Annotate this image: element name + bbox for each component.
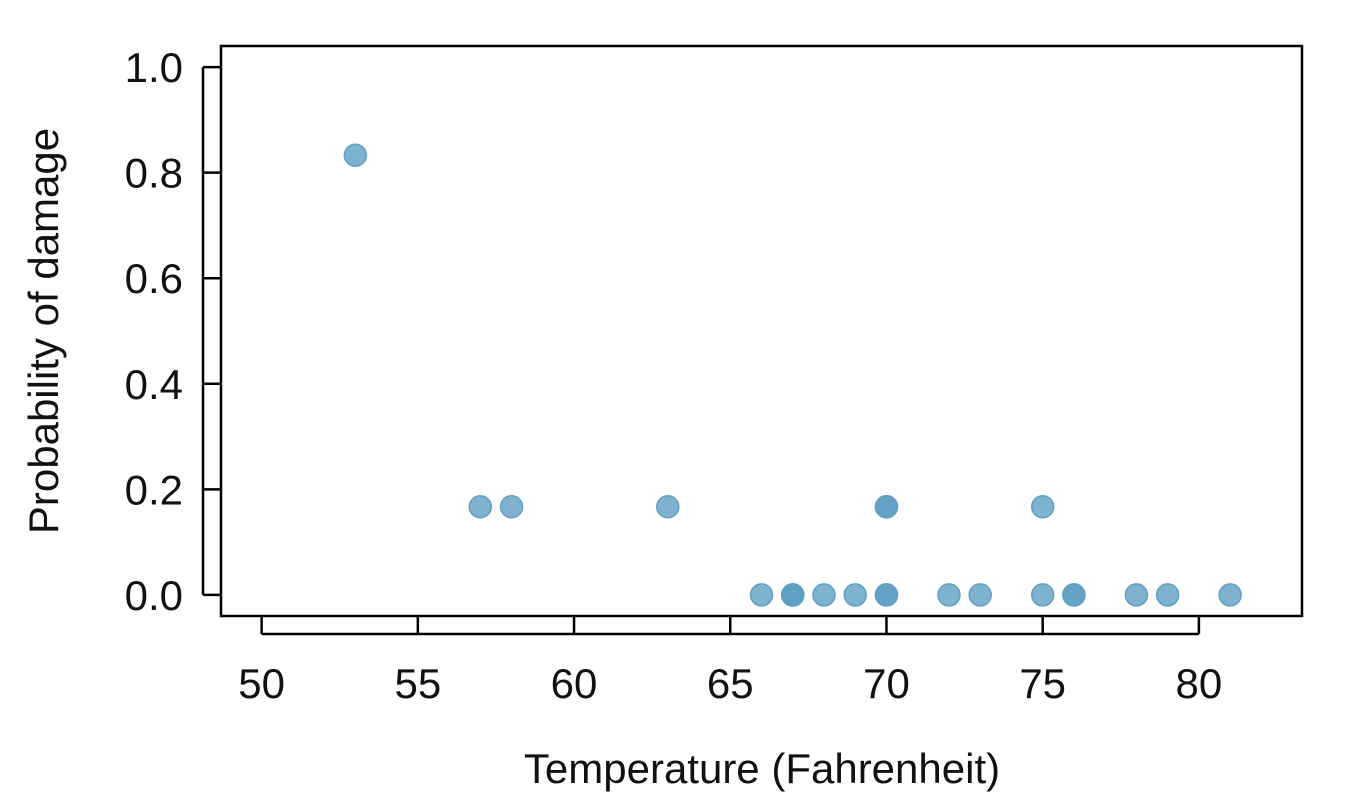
y-tick-label: 0.8 [125, 150, 183, 197]
x-tick-label: 70 [863, 660, 910, 707]
y-axis-label: Probability of damage [20, 128, 67, 534]
x-tick-label: 50 [238, 660, 285, 707]
y-tick-label: 0.6 [125, 255, 183, 302]
x-axis-label: Temperature (Fahrenheit) [524, 745, 1000, 792]
data-point [499, 495, 524, 519]
data-point [749, 583, 774, 607]
x-tick-label: 80 [1176, 660, 1223, 707]
data-points [343, 143, 1242, 607]
data-point [812, 583, 836, 607]
data-point [468, 495, 493, 519]
data-point [874, 495, 899, 519]
y-tick-label: 0.2 [125, 466, 183, 513]
data-point [1155, 583, 1180, 607]
x-axis: 50 55 60 65 70 75 80 [238, 616, 1222, 707]
data-point [1218, 583, 1242, 607]
data-point [968, 583, 992, 607]
data-point [780, 583, 805, 607]
data-point [1030, 495, 1055, 519]
y-tick-label: 0.4 [125, 361, 183, 408]
data-point [1062, 583, 1086, 607]
data-point [937, 583, 961, 607]
data-point [1124, 583, 1149, 607]
y-tick-label: 0.0 [125, 572, 183, 619]
data-point [343, 143, 368, 167]
data-point [656, 495, 680, 519]
x-tick-label: 75 [1019, 660, 1066, 707]
data-point [874, 583, 899, 607]
data-point [843, 583, 867, 607]
data-point [1030, 583, 1055, 607]
x-tick-label: 60 [551, 660, 598, 707]
x-tick-label: 65 [707, 660, 754, 707]
y-axis: 0.0 0.2 0.4 0.6 0.8 1.0 [125, 44, 221, 619]
x-tick-label: 55 [394, 660, 441, 707]
plot-frame [219, 44, 1304, 618]
y-tick-label: 1.0 [125, 44, 183, 91]
